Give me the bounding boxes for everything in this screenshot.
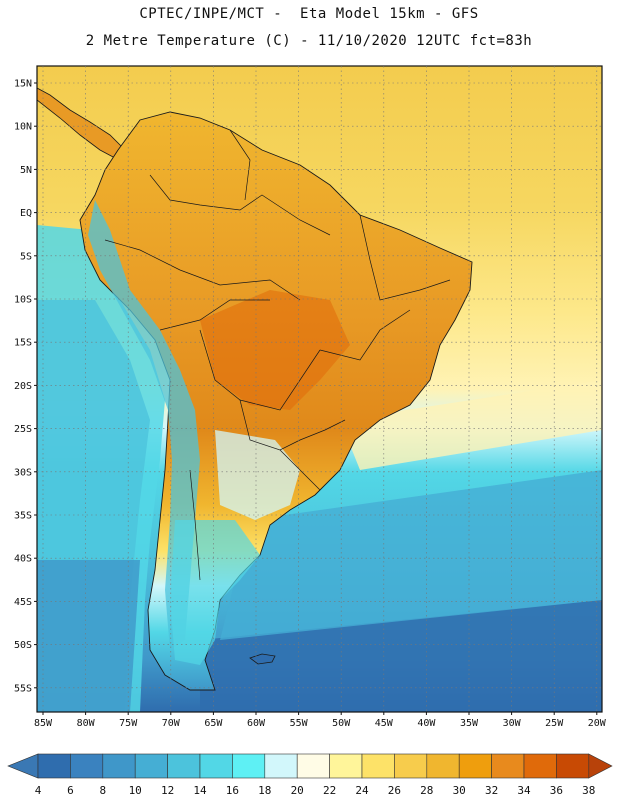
- lon-label: 40W: [417, 718, 436, 729]
- colorbar: 4 6 8 10 12 14 16 18 20 22 24 26 28 30 32 34 36 38: [7, 753, 613, 797]
- colorbar-label: 14: [193, 784, 207, 797]
- colorbar-label: 32: [485, 784, 498, 797]
- lon-label: 75W: [119, 718, 138, 729]
- south-atlantic-deep: [200, 600, 602, 712]
- lat-label: 25S: [14, 424, 32, 435]
- lat-label: 15S: [14, 338, 32, 349]
- colorbar-label: 24: [355, 784, 369, 797]
- lat-label: 30S: [14, 467, 32, 478]
- lat-label: 10N: [14, 122, 32, 133]
- atlantic-warm-tongue: [340, 380, 602, 470]
- colorbar-label: 10: [129, 784, 142, 797]
- lat-label: 35S: [14, 511, 32, 522]
- lon-label: 25W: [545, 718, 564, 729]
- lat-label: 20S: [14, 381, 32, 392]
- lat-label: 15N: [14, 79, 32, 90]
- colorbar-label: 28: [420, 784, 433, 797]
- country-borders: [104, 129, 451, 581]
- longitude-labels: 85W 80W 75W 70W 65W 60W 55W 50W 45W 40W 35W 30W 25W 2…: [34, 712, 607, 729]
- colorbar-swatch: [394, 753, 428, 779]
- colorbar-swatch: [458, 753, 492, 779]
- colorbar-swatch: [264, 753, 298, 779]
- lon-label: 20W: [588, 718, 607, 729]
- colorbar-swatch: [134, 753, 168, 779]
- lon-label: 30W: [503, 718, 522, 729]
- colorbar-swatch: [491, 753, 525, 779]
- map-subtitle: 2 Metre Temperature (C) - 11/10/2020 12U…: [85, 33, 533, 49]
- colorbar-label: 16: [226, 784, 239, 797]
- colorbar-swatch: [556, 753, 590, 779]
- colorbar-label: 36: [550, 784, 563, 797]
- central-america-land: [37, 87, 126, 159]
- patagonia-cool: [170, 520, 260, 665]
- colorbar-above-arrow: [588, 753, 613, 779]
- colorbar-swatch: [70, 753, 104, 779]
- lon-label: 55W: [290, 718, 309, 729]
- map-frame: [36, 65, 603, 713]
- colorbar-label: 18: [258, 784, 271, 797]
- pampas-cool: [215, 430, 300, 520]
- colorbar-swatch: [232, 753, 266, 779]
- colorbar-swatch: [167, 753, 201, 779]
- colorbar-swatch: [523, 753, 557, 779]
- lat-label: 45S: [14, 597, 32, 608]
- lon-label: 45W: [375, 718, 394, 729]
- colorbar-label: 4: [35, 784, 42, 797]
- lon-label: 70W: [162, 718, 181, 729]
- colorbar-label: 26: [388, 784, 401, 797]
- lon-label: 65W: [204, 718, 223, 729]
- pacific-deep-band: [37, 560, 140, 712]
- colorbar-swatch: [426, 753, 460, 779]
- lat-label: 10S: [14, 295, 32, 306]
- colorbar-label: 34: [517, 784, 531, 797]
- colorbar-label: 12: [161, 784, 174, 797]
- colorbar-label: 20: [291, 784, 304, 797]
- lon-label: 60W: [247, 718, 266, 729]
- lat-label: 5N: [20, 165, 32, 176]
- colorbar-swatch: [199, 753, 233, 779]
- colorbar-swatch: [361, 753, 395, 779]
- colorbar-swatch: [329, 753, 363, 779]
- colorbar-label: 30: [453, 784, 466, 797]
- lon-label: 80W: [77, 718, 96, 729]
- lon-label: 35W: [460, 718, 479, 729]
- colorbar-swatch: [37, 753, 71, 779]
- lat-label: 40S: [14, 554, 32, 565]
- lat-label: 55S: [14, 683, 32, 694]
- colorbar-below-arrow: [7, 753, 39, 779]
- hot-core-interior: [200, 290, 350, 410]
- lon-label: 50W: [332, 718, 351, 729]
- map-title: CPTEC/INPE/MCT - Eta Model 15km - GFS: [139, 6, 479, 22]
- south-atlantic-cool: [220, 470, 602, 640]
- lat-label: 50S: [14, 640, 32, 651]
- lat-label: 5S: [20, 251, 32, 262]
- latitude-labels: 15N 10N 5N EQ 5S 10S 15S 20S 25S 30S 35S 40S 45S 50S 5…: [14, 79, 37, 694]
- colorbar-label: 22: [323, 784, 336, 797]
- colorbar-label: 8: [99, 784, 106, 797]
- lon-label: 85W: [34, 718, 53, 729]
- andes-cold-strip: [88, 200, 200, 650]
- colorbar-label: 6: [67, 784, 74, 797]
- colorbar-swatch: [296, 753, 330, 779]
- colorbar-swatch: [102, 753, 136, 779]
- lat-label: EQ: [20, 208, 32, 219]
- colorbar-label: 38: [582, 784, 595, 797]
